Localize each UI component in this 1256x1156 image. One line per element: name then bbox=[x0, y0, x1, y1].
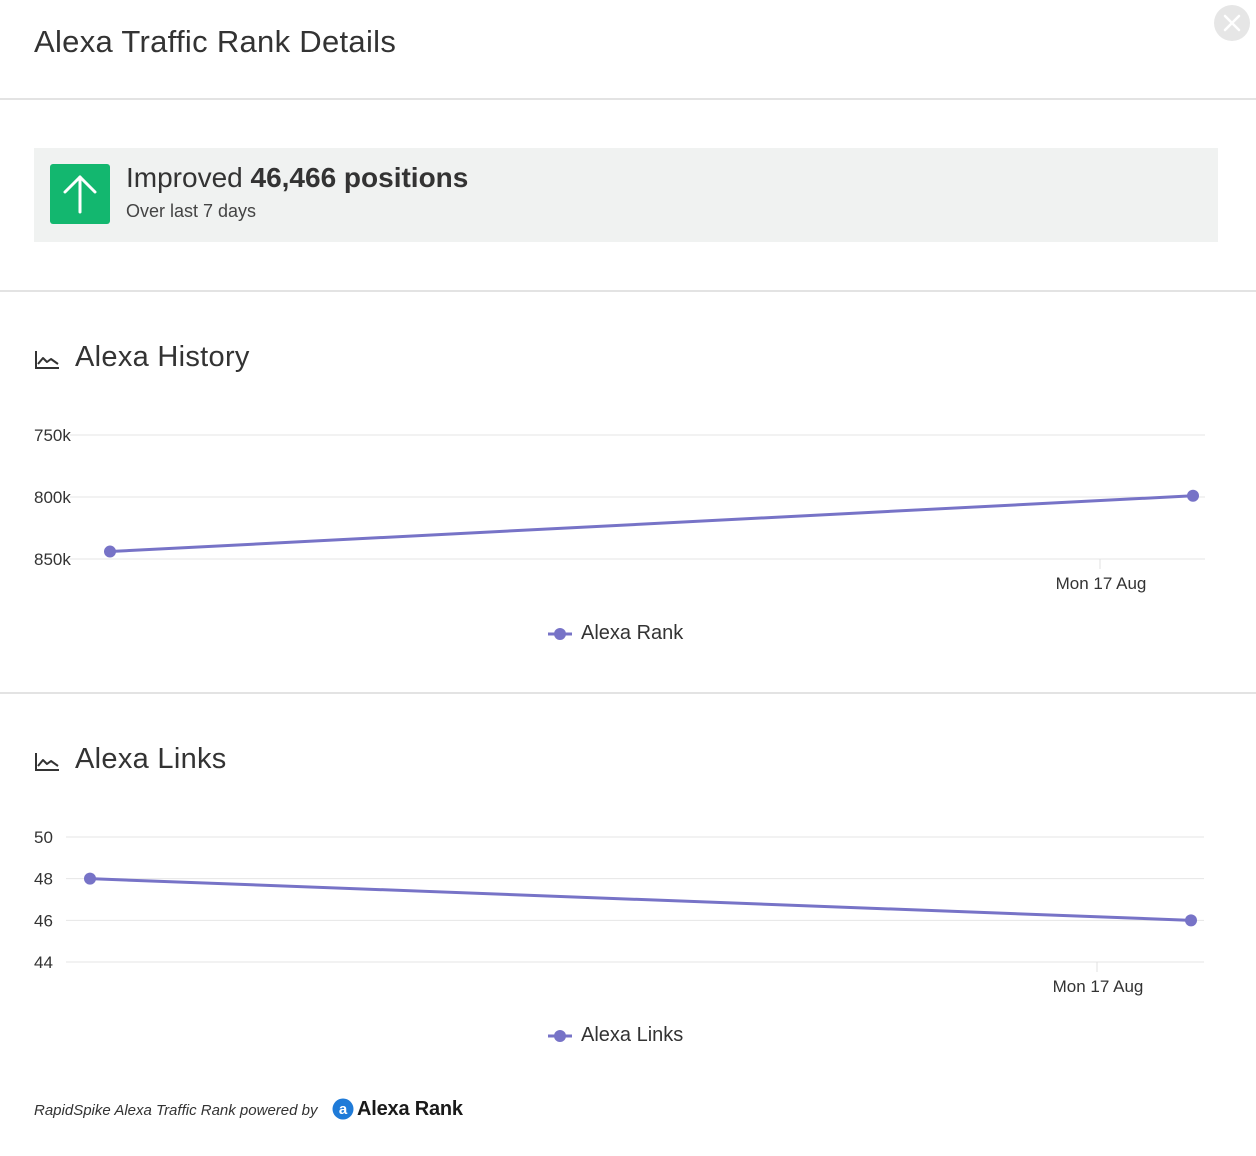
close-button[interactable] bbox=[1214, 5, 1250, 41]
footer-text: RapidSpike Alexa Traffic Rank powered by bbox=[34, 1102, 318, 1119]
modal-header: Alexa Traffic Rank Details bbox=[0, 0, 1256, 100]
x-tick-label: Mon 17 Aug bbox=[1056, 574, 1147, 593]
alexa-rank-legend[interactable]: Alexa Rank bbox=[547, 622, 717, 646]
legend-label: Alexa Links bbox=[581, 1024, 684, 1046]
line-chart-icon bbox=[35, 351, 59, 369]
line-chart-icon bbox=[35, 753, 59, 771]
trend-badge bbox=[50, 164, 110, 224]
y-tick-label: 48 bbox=[34, 870, 53, 889]
alexa-links-legend[interactable]: Alexa Links bbox=[547, 1024, 717, 1048]
y-tick-label: 50 bbox=[34, 828, 53, 847]
x-tick-label: Mon 17 Aug bbox=[1053, 977, 1144, 996]
close-icon bbox=[1223, 14, 1241, 32]
alexa-logo-icon: a bbox=[332, 1098, 354, 1120]
alexa-links-title: Alexa Links bbox=[75, 743, 227, 775]
summary-highlight: 46,466 positions bbox=[250, 162, 469, 193]
legend-marker-icon bbox=[548, 628, 572, 640]
alexa-history-title: Alexa History bbox=[75, 341, 250, 373]
chart-grid: 50 48 46 44 Mon 17 Aug bbox=[34, 828, 1204, 996]
legend-label: Alexa Rank bbox=[581, 622, 684, 644]
alexa-history-chart: 850k 800k 750k Mon 17 Aug bbox=[34, 426, 1205, 593]
summary-section: Improved 46,466 positions Over last 7 da… bbox=[0, 100, 1256, 292]
alexa-links-chart: 50 48 46 44 Mon 17 Aug bbox=[34, 828, 1204, 996]
series-line bbox=[89, 877, 1192, 922]
y-tick-label: 44 bbox=[34, 953, 53, 972]
y-tick-label: 750k bbox=[34, 426, 71, 445]
alexa-links-section: 50 48 46 44 Mon 17 Aug Alexa Links Alexa Lin… bbox=[0, 694, 1256, 1074]
chart-grid: 850k 800k 750k Mon 17 Aug bbox=[34, 426, 1205, 593]
summary-headline: Improved 46,466 positions bbox=[126, 162, 468, 194]
arrow-up-icon bbox=[63, 175, 97, 214]
summary-subtitle: Over last 7 days bbox=[126, 201, 257, 221]
y-tick-label: 850k bbox=[34, 550, 71, 569]
y-tick-label: 800k bbox=[34, 488, 71, 507]
alexa-history-section: 850k 800k 750k Mon 17 Aug Alexa History Ale… bbox=[0, 292, 1256, 694]
data-point[interactable] bbox=[84, 872, 96, 885]
data-point[interactable] bbox=[1185, 914, 1197, 927]
data-point[interactable] bbox=[1187, 489, 1199, 502]
modal-title: Alexa Traffic Rank Details bbox=[34, 24, 397, 59]
series-line bbox=[109, 494, 1194, 554]
alexa-logo-text: Alexa Rank bbox=[357, 1098, 463, 1120]
rank-change-summary: Improved 46,466 positions Over last 7 da… bbox=[34, 148, 1218, 242]
legend-marker-icon bbox=[548, 1030, 572, 1042]
data-point[interactable] bbox=[104, 545, 116, 558]
logo-mark-text: a bbox=[339, 1101, 348, 1118]
summary-prefix: Improved bbox=[126, 162, 243, 193]
y-tick-label: 46 bbox=[34, 911, 53, 930]
